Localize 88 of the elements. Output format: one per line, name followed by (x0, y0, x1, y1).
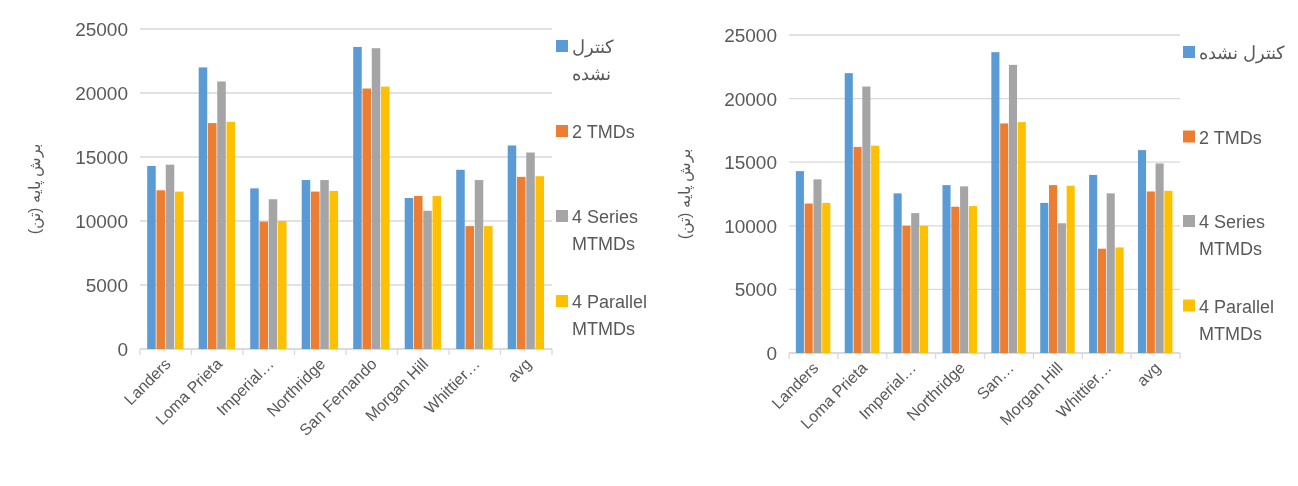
bar (456, 169, 465, 349)
bar (465, 226, 475, 349)
bar (1000, 123, 1009, 353)
legend-label: 4 Series MTMDs (572, 207, 639, 254)
bar (813, 179, 822, 353)
bar (217, 81, 226, 349)
bar (507, 145, 517, 349)
bar (535, 176, 545, 349)
x-tick-label: avg (1133, 359, 1164, 390)
bar (381, 86, 390, 349)
bar (1137, 150, 1147, 353)
bar (226, 121, 236, 349)
bar (320, 180, 329, 349)
y-tick-label: 10000 (75, 211, 128, 232)
y-tick-label: 15000 (75, 147, 128, 168)
bar (413, 196, 423, 349)
bar (1106, 193, 1115, 353)
bar (423, 210, 432, 349)
legend-label: 4 Parallel MTMDs (1199, 296, 1275, 344)
bar (474, 180, 484, 349)
bar (795, 171, 804, 353)
legend-label: 4 Series MTMDs (1199, 212, 1266, 259)
bar (1008, 64, 1018, 353)
bar (175, 191, 184, 349)
bar (1115, 247, 1124, 353)
y-axis-title: برش پایه (تن) (676, 148, 694, 240)
legend-label: 2 TMDs (572, 122, 635, 142)
bar (404, 197, 414, 349)
bar (1097, 248, 1106, 353)
y-tick-label: 5000 (734, 279, 777, 301)
bar (1066, 185, 1075, 353)
bar (893, 193, 902, 353)
y-tick-label: 5000 (85, 275, 128, 296)
bar (484, 226, 493, 349)
bar (968, 206, 977, 353)
legend-label: کنترل نشده (1199, 43, 1286, 64)
bar (301, 180, 311, 349)
bar (516, 176, 526, 349)
y-tick-label: 0 (117, 339, 128, 360)
y-tick-label: 15000 (724, 152, 777, 174)
bar (1017, 122, 1026, 353)
y-tick-label: 25000 (724, 25, 777, 46)
legend-label: کنترل نشده (572, 37, 614, 84)
y-axis-title: برش پایه (تن) (26, 143, 44, 235)
bar (526, 152, 535, 349)
bar (862, 86, 871, 353)
bar (371, 48, 381, 349)
bar (278, 221, 287, 349)
bar (1089, 174, 1098, 353)
bar (822, 202, 831, 353)
bar (960, 186, 969, 353)
bar (951, 206, 960, 353)
bar (147, 165, 156, 349)
y-tick-label: 25000 (75, 19, 128, 40)
bar (362, 88, 372, 349)
bar (310, 191, 320, 349)
bar (329, 190, 339, 349)
bar (853, 146, 862, 353)
bar (207, 123, 217, 349)
y-tick-label: 10000 (724, 215, 777, 237)
bar (259, 221, 269, 349)
y-tick-label: 0 (766, 343, 777, 364)
bar (919, 225, 929, 353)
bar (353, 46, 362, 349)
bar (1057, 223, 1066, 353)
legend-label: 4 Parallel MTMDs (572, 292, 648, 339)
bar (1040, 202, 1049, 353)
bar (250, 188, 259, 349)
bar (432, 196, 442, 349)
bar (991, 52, 1000, 353)
bar (198, 67, 208, 349)
bar (1146, 191, 1155, 353)
bar (156, 190, 166, 349)
bar (871, 145, 880, 353)
bar (1164, 190, 1173, 353)
bar (804, 203, 813, 353)
bar (1049, 185, 1058, 353)
bar (844, 73, 853, 353)
bar (902, 225, 911, 353)
bar (911, 213, 920, 353)
bar (1155, 163, 1164, 353)
bar (165, 164, 175, 349)
x-tick-label: avg (504, 355, 535, 386)
legend-label: 2 TMDs (1199, 127, 1262, 148)
bar (942, 185, 951, 353)
y-tick-label: 20000 (724, 88, 777, 110)
bar (268, 199, 278, 349)
y-tick-label: 20000 (75, 83, 128, 104)
